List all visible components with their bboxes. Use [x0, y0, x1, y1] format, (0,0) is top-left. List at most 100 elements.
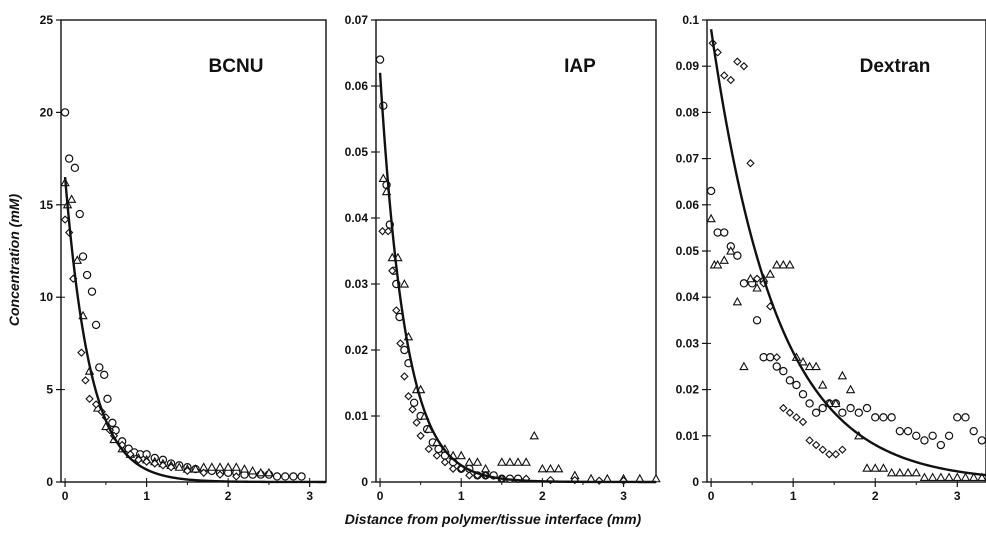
data-point-triangle: [811, 361, 821, 371]
y-tick-label: 10: [40, 290, 54, 304]
plot-frame: [375, 19, 657, 483]
data-point-circle: [91, 320, 101, 330]
data-point-diamond: [400, 372, 409, 381]
data-point-circle: [64, 154, 74, 163]
y-tick-label: 25: [40, 13, 54, 27]
data-point-triangle: [911, 467, 921, 477]
x-tick-label: 0: [708, 489, 715, 503]
data-point-diamond: [166, 463, 176, 472]
data-point-circle: [82, 270, 92, 280]
data-point-triangle: [944, 472, 954, 481]
data-point-triangle: [635, 473, 645, 483]
panel-bcnu: 0 5 10 15 20 25 0 1 2 3 BCNU: [40, 13, 327, 503]
data-point-circle: [944, 431, 954, 440]
fit-curve: [63, 176, 326, 484]
y-tick-label: 15: [40, 198, 54, 212]
data-point-triangle: [878, 463, 889, 472]
y-tick-label: 0.1: [682, 13, 699, 27]
data-point-triangle: [798, 356, 808, 366]
x-tick-label: 3: [306, 489, 313, 503]
data-point-triangle: [256, 467, 266, 477]
data-point-circle: [739, 279, 749, 288]
data-point-triangle: [529, 430, 539, 440]
data-point-diamond: [396, 339, 405, 348]
data-point-diamond: [772, 353, 781, 362]
data-point-circle: [895, 426, 905, 436]
data-point-triangle: [903, 467, 913, 477]
data-point-triangle: [537, 463, 548, 473]
data-point-triangle: [521, 457, 531, 466]
data-point-triangle: [919, 472, 930, 481]
data-point-triangle: [778, 259, 789, 269]
y-tick-label: 20: [40, 105, 54, 119]
y-tick-label: 0.07: [676, 152, 700, 166]
data-point-triangle: [207, 462, 217, 471]
data-point-diamond: [818, 445, 827, 454]
data-point-circle: [969, 426, 978, 436]
data-point-triangle: [745, 273, 756, 283]
data-point-triangle: [831, 398, 841, 408]
x-tick-label: 2: [539, 489, 546, 503]
data-point-circle: [103, 394, 112, 404]
data-point-diamond: [785, 408, 795, 417]
data-point-triangle: [960, 472, 971, 481]
y-tick-label: 0.01: [676, 429, 700, 443]
data-point-circle: [779, 366, 788, 376]
y-tick-label: 0: [46, 475, 53, 489]
data-point-circle: [879, 413, 888, 422]
data-point-diamond: [432, 451, 442, 460]
data-point-circle: [733, 251, 742, 260]
data-point-diamond: [792, 413, 801, 422]
data-point-triangle: [837, 370, 848, 380]
data-point-circle: [772, 362, 781, 371]
y-tick-label: 0.01: [345, 409, 369, 423]
data-point-diamond: [805, 436, 814, 445]
data-point-diamond: [378, 227, 387, 236]
data-point-triangle: [456, 450, 466, 460]
data-point-triangle: [719, 255, 729, 264]
data-point-circle: [100, 370, 109, 380]
data-point-circle: [108, 418, 117, 428]
data-point-triangle: [505, 457, 515, 466]
data-point-circle: [78, 252, 88, 261]
data-point-triangle: [66, 194, 77, 203]
data-point-diamond: [416, 431, 425, 440]
data-point-circle: [920, 436, 929, 445]
data-point-diamond: [739, 62, 749, 71]
data-point-circle: [75, 209, 84, 219]
data-point-triangle: [772, 259, 782, 269]
data-point-diamond: [779, 403, 788, 413]
fit-curve: [709, 29, 986, 477]
data-point-triangle: [464, 457, 475, 466]
data-point-diamond: [150, 459, 159, 468]
x-tick-label: 1: [143, 489, 150, 503]
data-point-diamond: [404, 392, 413, 401]
fit-curve: [378, 72, 656, 484]
data-point-circle: [785, 376, 795, 385]
panel-iap: 0 0.01 0.02 0.03 0.04 0.05 0.06 0.07 0 1 2 3 IAP: [345, 13, 661, 503]
data-point-diamond: [60, 215, 70, 224]
data-point-circle: [706, 186, 716, 196]
x-axis-label: Distance from polymer/tissue interface (…: [344, 511, 642, 527]
data-point-circle: [720, 228, 729, 237]
data-point-triangle: [765, 269, 775, 278]
data-point-diamond: [77, 348, 86, 357]
data-point-diamond: [85, 394, 94, 404]
data-point-triangle: [706, 213, 716, 223]
data-point-diamond: [183, 466, 192, 476]
data-point-circle: [289, 472, 298, 481]
data-point-triangle: [817, 380, 828, 389]
data-point-diamond: [199, 468, 208, 477]
data-point-diamond: [408, 405, 417, 414]
y-tick-label: 0: [692, 475, 699, 489]
data-point-diamond: [142, 457, 151, 466]
data-point-triangle: [936, 472, 946, 481]
data-point-circle: [409, 398, 419, 407]
y-tick-label: 0.04: [345, 211, 369, 225]
data-point-triangle: [545, 463, 556, 473]
data-point-diamond: [825, 450, 834, 459]
panel-title: BCNU: [209, 56, 264, 77]
data-point-triangle: [223, 462, 233, 471]
data-point-circle: [903, 426, 913, 436]
